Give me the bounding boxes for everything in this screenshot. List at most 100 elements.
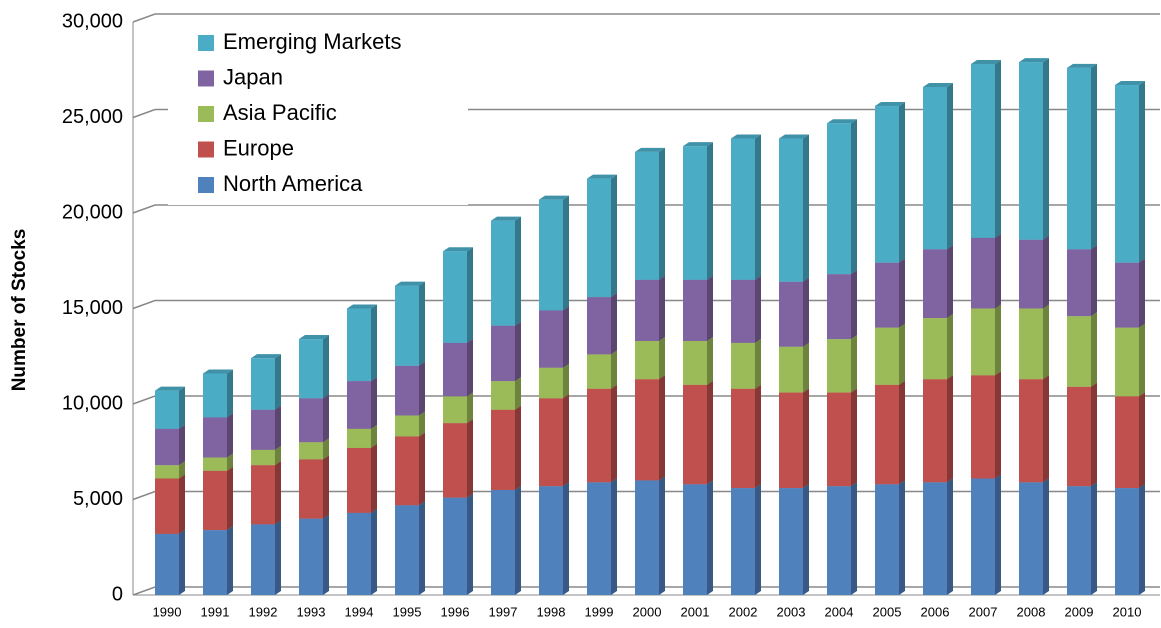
- bar-side: [1043, 375, 1049, 483]
- bar-segment: [587, 293, 617, 355]
- bar-segment: [539, 394, 569, 487]
- bar-side: [995, 233, 1001, 309]
- bar-front: [827, 339, 851, 393]
- bar-side: [275, 520, 281, 595]
- bar-front: [203, 373, 227, 418]
- bar-front: [1115, 396, 1139, 489]
- bar-top: [827, 119, 857, 124]
- bar-front: [827, 274, 851, 340]
- bar-side: [707, 336, 713, 385]
- bar-top: [1115, 81, 1145, 86]
- bar-side: [755, 484, 761, 595]
- bar-side: [707, 142, 713, 280]
- bar-segment: [395, 281, 425, 366]
- bar-segment: [971, 233, 1001, 309]
- bar-side: [995, 60, 1001, 238]
- bar-side: [1091, 482, 1097, 595]
- bar-front: [155, 428, 179, 466]
- bar-front: [203, 530, 227, 595]
- bar-segment: [635, 375, 665, 481]
- bar-front: [539, 486, 563, 595]
- bar-side: [563, 306, 569, 368]
- bar-side: [563, 195, 569, 311]
- bar-side: [611, 478, 617, 595]
- legend-swatch: [198, 35, 214, 51]
- bar-side: [803, 484, 809, 595]
- bar-side: [467, 419, 473, 498]
- bar-side: [611, 174, 617, 298]
- bar-segment: [1115, 392, 1145, 489]
- bar-segment: [1115, 258, 1145, 328]
- bar-side: [371, 377, 377, 429]
- bar-side: [515, 485, 521, 595]
- bar-front: [779, 488, 803, 595]
- bar-side: [947, 245, 953, 319]
- y-tick-label: 30,000: [62, 10, 123, 32]
- bar-front: [683, 384, 707, 485]
- bar-segment: [779, 134, 809, 282]
- bar-segment: [1067, 245, 1097, 317]
- bar-front: [1019, 62, 1043, 240]
- x-tick-label: 1998: [537, 604, 566, 619]
- bar-side: [323, 514, 329, 595]
- bar-front: [1067, 316, 1091, 387]
- bar-side: [371, 508, 377, 595]
- bar-side: [467, 392, 473, 424]
- bar-side: [1139, 258, 1145, 328]
- bar-front: [827, 486, 851, 595]
- bar-front: [731, 488, 755, 595]
- bar-front: [539, 367, 563, 399]
- bar-top: [971, 60, 1001, 65]
- legend-label: Europe: [223, 135, 294, 160]
- bar-side: [899, 102, 905, 263]
- bar-segment: [1019, 478, 1049, 595]
- bar-front: [347, 512, 371, 595]
- bar-side: [371, 304, 377, 382]
- bar-front: [1067, 386, 1091, 487]
- bar-top: [203, 369, 233, 374]
- bar-front: [395, 365, 419, 416]
- bar-front: [1019, 239, 1043, 309]
- bar-front: [827, 123, 851, 275]
- bar-segment: [923, 375, 953, 483]
- bar-side: [803, 388, 809, 489]
- bar-side: [851, 270, 857, 340]
- bar-segment: [779, 484, 809, 595]
- bar-side: [275, 405, 281, 450]
- bar-side: [995, 304, 1001, 376]
- bar-segment: [587, 478, 617, 595]
- bar-front: [155, 533, 179, 595]
- bar-segment: [251, 405, 281, 450]
- bar-segment: [587, 174, 617, 298]
- bar-segment: [923, 82, 953, 250]
- bar-side: [1091, 245, 1097, 317]
- bar-top: [347, 304, 377, 309]
- bar-segment: [395, 432, 425, 506]
- bar-segment: [731, 275, 761, 343]
- bar-side: [323, 394, 329, 443]
- bar-front: [731, 279, 755, 343]
- bar-side: [419, 432, 425, 506]
- bar-segment: [299, 514, 329, 595]
- bar-front: [299, 398, 323, 443]
- bar-side: [851, 335, 857, 393]
- bar-side: [899, 480, 905, 595]
- bar-side: [515, 377, 521, 410]
- y-tick-label: 25,000: [62, 106, 123, 128]
- bar-side: [179, 474, 185, 534]
- bar-front: [443, 423, 467, 498]
- bar-front: [491, 381, 515, 410]
- bar-segment: [683, 480, 713, 595]
- bar-front: [203, 457, 227, 471]
- y-tick-label: 5,000: [73, 488, 123, 510]
- bar-side: [371, 443, 377, 513]
- bar-side: [707, 480, 713, 595]
- bar-side: [659, 147, 665, 280]
- bar-front: [1115, 327, 1139, 397]
- bar-side: [995, 371, 1001, 479]
- bar-side: [1091, 312, 1097, 387]
- bar-side: [515, 321, 521, 382]
- bar-front: [875, 327, 899, 385]
- bar-front: [1019, 308, 1043, 380]
- bar-side: [659, 476, 665, 595]
